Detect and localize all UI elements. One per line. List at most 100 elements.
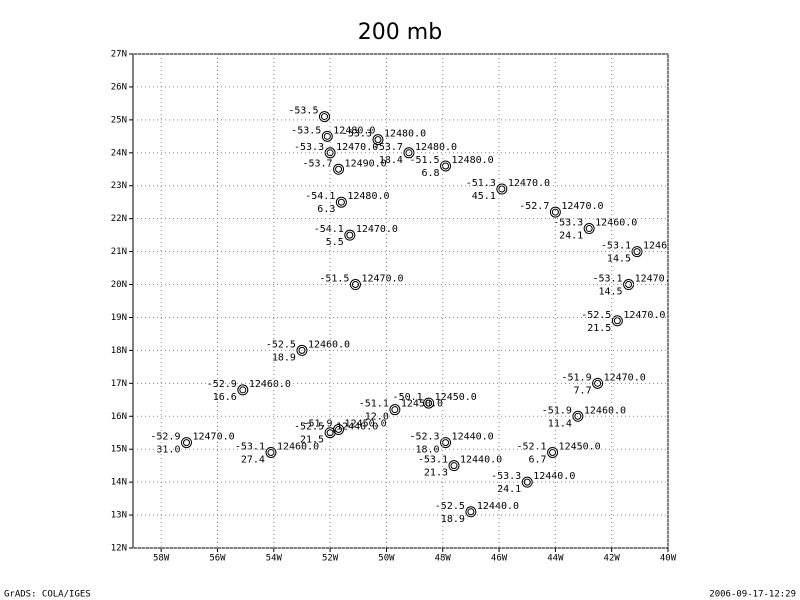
temperature-label: -53.3 (342, 129, 372, 140)
station-marker (265, 446, 277, 458)
station-marker-inner (298, 346, 306, 354)
station-marker (335, 196, 347, 208)
temperature-label: -52.5 (266, 339, 296, 350)
station-marker-inner (498, 185, 506, 193)
dewpoint-label: 21.5 (300, 435, 324, 446)
height-label: 12460.0 (584, 405, 626, 416)
height-label: 12450.0 (401, 399, 443, 410)
height-label: 12470.0 (561, 201, 603, 212)
y-tick-label: 14N (111, 478, 127, 488)
height-label: 12470.0 (604, 372, 646, 383)
temperature-label: -51.9 (302, 418, 332, 429)
x-tick-label: 44W (547, 554, 564, 564)
station-marker (296, 344, 308, 356)
dewpoint-label: 21.3 (424, 468, 448, 479)
dewpoint-label: 6.7 (528, 454, 546, 465)
height-label: 12490.0 (345, 158, 387, 169)
x-tick-label: 42W (604, 554, 621, 564)
station-marker-inner (335, 425, 343, 433)
temperature-label: -54.1 (314, 224, 344, 235)
height-label: 12480.0 (347, 191, 389, 202)
y-tick-label: 19N (111, 313, 127, 323)
height-label: 12480.0 (415, 142, 457, 153)
height-label: 12470.0 (623, 310, 665, 321)
dewpoint-label: 14.5 (598, 287, 622, 298)
temperature-label: -53.1 (235, 441, 265, 452)
dewpoint-label: 18.4 (379, 155, 403, 166)
station-marker (583, 223, 595, 235)
temperature-label: -53.1 (418, 455, 448, 466)
y-tick-label: 26N (111, 82, 127, 92)
y-tick-label: 21N (111, 247, 127, 257)
dewpoint-label: 12.0 (365, 412, 389, 423)
y-tick-label: 24N (111, 148, 127, 158)
station-marker-inner (585, 225, 593, 233)
height-label: 12480.0 (452, 155, 494, 166)
footer-right: 2006-09-17-12:29 (709, 590, 796, 600)
station-marker (318, 111, 330, 123)
temperature-label: -51.5 (409, 155, 439, 166)
station-marker-inner (450, 462, 458, 470)
temperature-label: -52.5 (435, 501, 465, 512)
temperature-label: -54.1 (305, 191, 335, 202)
temperature-label: -51.1 (359, 399, 389, 410)
dewpoint-label: 6.8 (421, 168, 439, 179)
dewpoint-label: 24.1 (497, 484, 521, 495)
station-marker (372, 134, 384, 146)
station-marker-inner (442, 162, 450, 170)
dewpoint-label: 45.1 (472, 191, 496, 202)
x-tick-label: 54W (266, 554, 283, 564)
temperature-label: -51.3 (466, 178, 496, 189)
dewpoint-label: 14.5 (607, 254, 631, 265)
height-label: 12460.0 (308, 339, 350, 350)
station-marker (547, 446, 559, 458)
y-tick-label: 18N (111, 346, 127, 356)
dewpoint-label: 6.3 (317, 204, 335, 215)
temperature-label: -53.1 (592, 274, 622, 285)
temperature-label: -52.9 (207, 379, 237, 390)
station-marker-inner (346, 231, 354, 239)
height-label: 12470.0 (193, 432, 235, 443)
dewpoint-label: 24.1 (559, 231, 583, 242)
station-marker-inner (467, 508, 475, 516)
station-marker-inner (337, 198, 345, 206)
height-label: 12450.0 (435, 392, 477, 403)
y-tick-label: 17N (111, 379, 127, 389)
x-tick-label: 58W (153, 554, 170, 564)
station-marker-inner (391, 406, 399, 414)
station-marker (333, 163, 345, 175)
height-label: 12470.0 (635, 274, 677, 285)
temperature-label: -51.9 (561, 372, 591, 383)
station-marker-inner (351, 281, 359, 289)
station-marker (349, 279, 361, 291)
station-marker (440, 437, 452, 449)
x-tick-label: 46W (491, 554, 508, 564)
station-marker-inner (267, 448, 275, 456)
station-marker (237, 384, 249, 396)
y-tick-label: 13N (111, 511, 127, 521)
height-label: 12460.0 (249, 379, 291, 390)
station-marker (321, 130, 333, 142)
station-marker (344, 229, 356, 241)
station-marker (423, 397, 435, 409)
dewpoint-label: 18.9 (272, 352, 296, 363)
y-tick-label: 23N (111, 181, 127, 191)
dewpoint-label: 18.9 (441, 514, 465, 525)
station-marker-inner (613, 317, 621, 325)
temperature-label: -53.7 (373, 142, 403, 153)
x-tick-label: 50W (378, 554, 395, 564)
station-marker (465, 506, 477, 518)
temperature-label: -52.9 (150, 432, 180, 443)
dewpoint-label: 18.0 (415, 445, 439, 456)
height-label: 12440.0 (460, 455, 502, 466)
station-marker-inner (523, 478, 531, 486)
y-tick-label: 15N (111, 445, 127, 455)
height-label: 12450.0 (345, 418, 387, 429)
station-marker-inner (374, 136, 382, 144)
y-tick-label: 20N (111, 280, 127, 290)
temperature-label: -53.5 (288, 106, 318, 117)
dewpoint-label: 21.5 (587, 323, 611, 334)
temperature-label: -53.3 (553, 218, 583, 229)
station-marker-inner (594, 379, 602, 387)
y-tick-label: 22N (111, 214, 127, 224)
